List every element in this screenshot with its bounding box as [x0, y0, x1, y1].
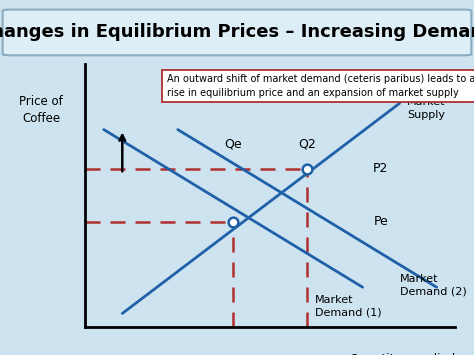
Text: Market
Demand (2): Market Demand (2) — [400, 274, 466, 296]
Text: Quantity supplied: Quantity supplied — [350, 353, 455, 355]
Text: Market
Supply: Market Supply — [407, 97, 446, 120]
Text: An outward shift of market demand (ceteris paribus) leads to a
rise in equilibri: An outward shift of market demand (ceter… — [167, 75, 474, 98]
Text: Price of
Coffee: Price of Coffee — [19, 95, 63, 125]
FancyBboxPatch shape — [3, 10, 471, 55]
Text: Market
Demand (1): Market Demand (1) — [315, 295, 381, 317]
Text: Q2: Q2 — [298, 137, 316, 151]
Text: Changes in Equilibrium Prices – Increasing Demand: Changes in Equilibrium Prices – Increasi… — [0, 23, 474, 41]
Text: Qe: Qe — [224, 137, 242, 151]
Text: Pe: Pe — [374, 215, 389, 228]
Text: P2: P2 — [373, 163, 389, 175]
